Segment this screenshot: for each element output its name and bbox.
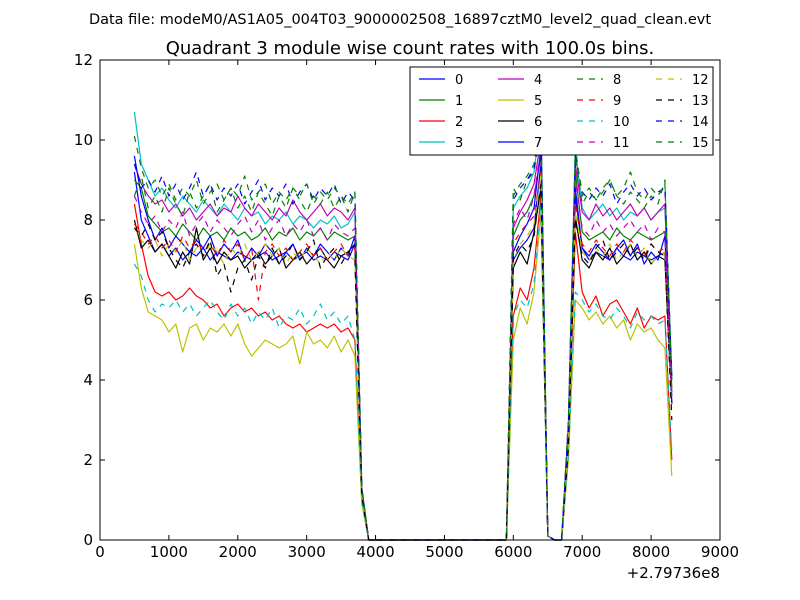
y-tick-label: 6 [83,291,93,309]
x-tick-label: 2000 [219,543,257,561]
legend-label-2: 2 [455,115,463,130]
series-line-12 [133,175,673,541]
x-tick-label: 0 [95,543,105,561]
legend-label-11: 11 [613,136,630,151]
legend-label-15: 15 [692,136,709,151]
x-tick-label: 7000 [563,543,601,561]
figure-suptitle: Data file: modeM0/AS1A05_004T03_90000025… [89,12,711,28]
legend-label-0: 0 [455,73,463,88]
series-line-15 [133,115,673,541]
x-tick-label: 3000 [288,543,326,561]
x-tick-label: 8000 [632,543,670,561]
x-tick-label: 5000 [425,543,463,561]
legend-label-5: 5 [534,94,542,109]
legend-frame [409,66,714,156]
axes-layer: 0 1000 2000 3000 4000 5000 6000 7000 8000 9000 0 2 4… [74,51,739,561]
x-tick-label: 4000 [356,543,394,561]
legend-label-6: 6 [534,115,542,130]
y-tick-label: 10 [74,131,93,149]
y-tick-label: 2 [83,451,93,469]
chart-title: Quadrant 3 module wise count rates with … [166,38,655,59]
x-offset-label: +2.79736e8 [627,564,720,582]
legend-label-10: 10 [613,115,630,130]
y-tick-label: 8 [83,211,93,229]
y-tick-label: 0 [83,531,93,549]
legend-label-7: 7 [534,136,542,151]
x-tick-label: 6000 [494,543,532,561]
legend-label-12: 12 [692,73,709,88]
legend-label-1: 1 [455,94,463,109]
x-tick-label: 9000 [701,543,739,561]
x-tick-label: 1000 [150,543,188,561]
y-tick-label: 12 [74,51,93,69]
legend-label-13: 13 [692,94,709,109]
legend-label-8: 8 [613,73,621,88]
legend-label-14: 14 [692,115,709,130]
y-tick-label: 4 [83,371,93,389]
legend-label-9: 9 [613,94,621,109]
plot-area: 0 1000 2000 3000 4000 5000 6000 7000 8000 9000 0 2 4… [74,51,739,561]
legend-label-3: 3 [455,136,463,151]
legend-label-4: 4 [534,73,542,88]
